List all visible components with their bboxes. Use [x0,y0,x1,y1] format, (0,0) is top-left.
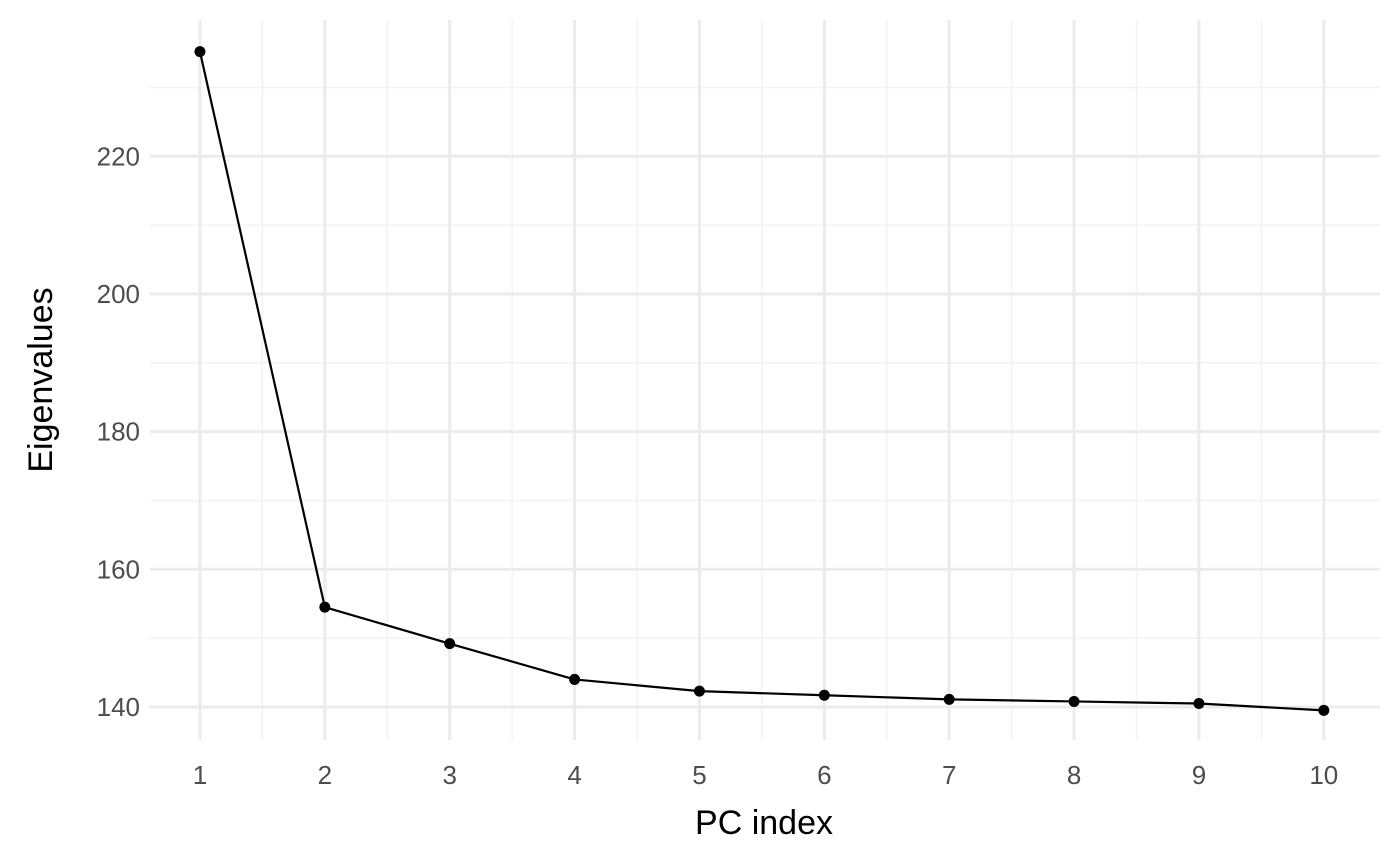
x-tick-label: 4 [567,760,581,790]
x-axis-ticks: 1 2 3 4 5 6 7 8 9 10 [193,760,1339,790]
data-point [1193,698,1205,710]
x-axis-title: PC index [695,804,833,842]
series-group [194,46,1330,716]
y-tick-label: 200 [97,279,140,309]
data-point [569,673,581,685]
x-tick-label: 7 [942,760,956,790]
x-tick-label: 5 [692,760,706,790]
data-point [194,46,206,58]
y-tick-label: 160 [97,554,140,584]
x-tick-label: 10 [1309,760,1338,790]
data-point [818,689,830,701]
data-point [319,601,331,613]
grid-minor [150,20,1380,740]
data-point [1318,704,1330,716]
series-line [198,51,1324,712]
grid-major [150,20,1380,740]
data-point [1068,695,1080,707]
y-tick-label: 180 [97,417,140,447]
x-tick-label: 1 [193,760,207,790]
y-axis-title: Eigenvalues [22,287,60,472]
data-point [693,685,705,697]
x-tick-label: 8 [1067,760,1081,790]
y-tick-label: 220 [97,141,140,171]
data-point [943,693,955,705]
x-tick-label: 9 [1192,760,1206,790]
x-tick-label: 2 [318,760,332,790]
data-point [444,638,456,650]
x-tick-label: 6 [817,760,831,790]
y-axis-ticks: 140 160 180 200 220 [97,141,140,722]
x-tick-label: 3 [442,760,456,790]
y-tick-label: 140 [97,692,140,722]
